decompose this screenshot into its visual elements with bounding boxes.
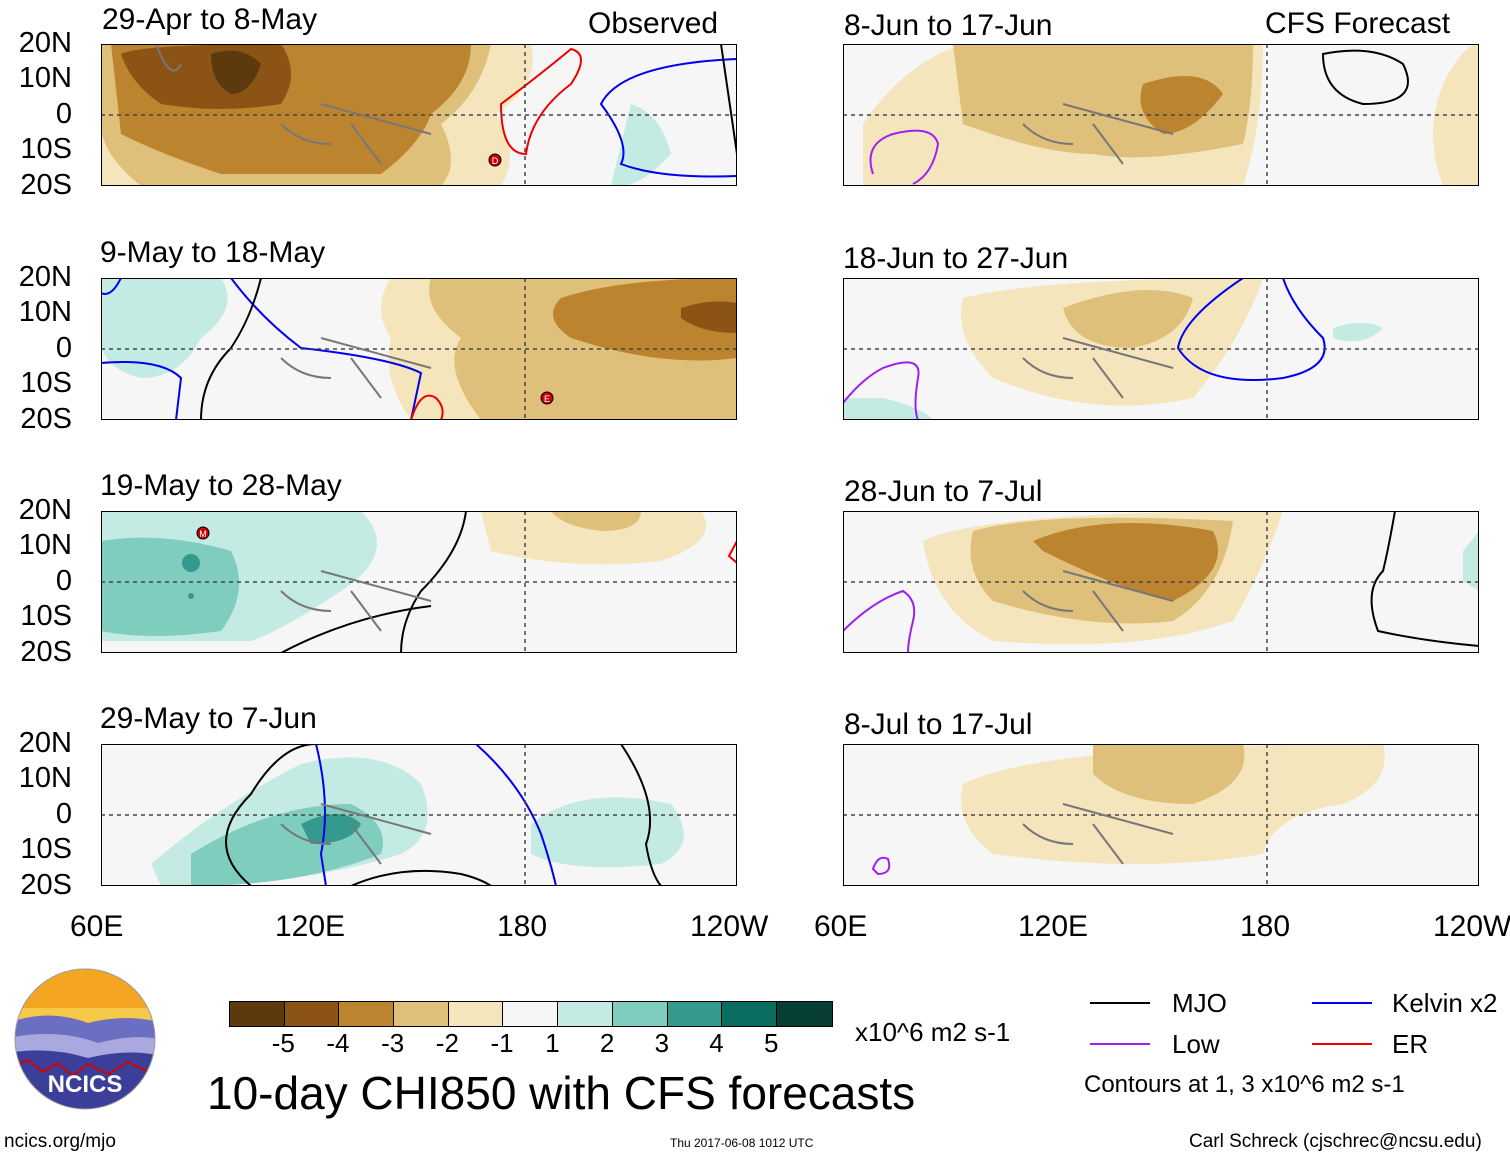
x-label-180-right: 180	[1240, 910, 1291, 943]
contours-note: Contours at 1, 3 x10^6 m2 s-1	[1084, 1071, 1405, 1098]
colorbar-swatch	[722, 1002, 777, 1026]
panel-title-fc-3: 28-Jun to 7-Jul	[844, 475, 1043, 508]
colorbar-tick-label: -5	[271, 1028, 295, 1058]
colorbar-swatch	[339, 1002, 395, 1026]
lat-label: 10N	[18, 762, 72, 794]
colorbar-swatch	[503, 1002, 559, 1026]
lat-label: 10N	[18, 62, 72, 94]
timestamp: Thu 2017-06-08 1012 UTC	[670, 1136, 814, 1150]
lat-label: 10N	[18, 529, 72, 561]
colorbar-swatch	[667, 1002, 723, 1026]
legend-label-kelvin: Kelvin x2	[1392, 988, 1498, 1018]
panel-title-obs-2: 9-May to 18-May	[100, 236, 326, 269]
lat-label: 20N	[18, 261, 72, 293]
panel-title-fc-4: 8-Jul to 17-Jul	[844, 708, 1033, 741]
colorbar-swatch	[776, 1002, 832, 1026]
lat-label: 10S	[20, 133, 72, 165]
panel-title-obs-4: 29-May to 7-Jun	[100, 702, 317, 735]
colorbar-tick-label: 2	[599, 1028, 615, 1058]
x-label-180-left: 180	[497, 910, 548, 943]
x-label-60e-right: 60E	[814, 910, 868, 943]
legend-line-er	[1312, 1043, 1372, 1045]
colorbar-swatch	[394, 1002, 449, 1026]
colorbar-tick-label: -1	[490, 1028, 514, 1058]
colorbar-units: x10^6 m2 s-1	[855, 1017, 1011, 1047]
colorbar	[229, 1001, 833, 1027]
lat-label: 20S	[20, 169, 72, 201]
lat-label: 0	[55, 332, 72, 364]
legend-label-mjo: MJO	[1172, 988, 1227, 1018]
colorbar-swatch	[284, 1002, 340, 1026]
svg-text:D: D	[492, 156, 499, 166]
lat-label: 0	[55, 798, 72, 830]
colorbar-tick-label: -4	[326, 1028, 350, 1058]
observed-label: Observed	[588, 7, 719, 40]
lat-label: 0	[55, 565, 72, 597]
map-panel-fc-2	[843, 278, 1479, 420]
map-obs-1: D	[101, 44, 737, 186]
site-url: ncics.org/mjo	[4, 1131, 116, 1152]
lat-label: 20N	[18, 727, 72, 759]
svg-text:E: E	[544, 394, 550, 404]
panel-title-fc-1: 8-Jun to 17-Jun	[844, 9, 1053, 42]
map-panel-obs-3: M	[101, 511, 737, 653]
lat-label: 20N	[18, 494, 72, 526]
legend-line-kelvin	[1312, 1002, 1372, 1004]
map-panel-obs-1: D	[101, 44, 737, 186]
colorbar-tick-label: 5	[764, 1028, 779, 1058]
author-credit: Carl Schreck (cjschrec@ncsu.edu)	[1189, 1131, 1482, 1152]
map-panel-fc-4	[843, 744, 1479, 886]
svg-text:NCICS: NCICS	[48, 1071, 123, 1098]
main-title: 10-day CHI850 with CFS forecasts	[207, 1067, 916, 1119]
map-panel-fc-3	[843, 511, 1479, 653]
panel-title-fc-2: 18-Jun to 27-Jun	[843, 242, 1069, 275]
lat-label: 10S	[20, 833, 72, 865]
colorbar-tick-label: -2	[435, 1028, 459, 1058]
legend-label-er: ER	[1392, 1029, 1429, 1059]
colorbar-swatch	[558, 1002, 613, 1026]
lat-label: 20S	[20, 636, 72, 668]
colorbar-tick-label: -3	[381, 1028, 405, 1058]
lat-label: 20N	[18, 27, 72, 59]
colorbar-tick-label: 3	[654, 1028, 670, 1058]
storm-marker: E	[540, 391, 554, 405]
legend-label-low: Low	[1172, 1029, 1220, 1059]
colorbar-swatch	[612, 1002, 668, 1026]
x-label-60e-left: 60E	[70, 910, 124, 943]
map-panel-fc-1	[843, 44, 1479, 186]
cfs-forecast-label: CFS Forecast	[1265, 7, 1451, 40]
legend-line-mjo	[1090, 1002, 1150, 1004]
colorbar-tick-label: 4	[709, 1028, 724, 1058]
lat-label: 0	[55, 98, 72, 130]
colorbar-swatch	[230, 1002, 285, 1026]
panel-title-obs-3: 19-May to 28-May	[100, 469, 342, 502]
x-label-120e-left: 120E	[275, 910, 346, 943]
colorbar-tick-label: 1	[545, 1028, 560, 1058]
lat-label: 10S	[20, 600, 72, 632]
panel-title-obs-1: 29-Apr to 8-May	[102, 3, 318, 36]
colorbar-swatch	[448, 1002, 504, 1026]
lat-label: 20S	[20, 403, 72, 435]
x-label-120e-right: 120E	[1018, 910, 1089, 943]
storm-marker: D	[488, 153, 502, 167]
lat-label: 10S	[20, 367, 72, 399]
lat-label: 20S	[20, 869, 72, 901]
map-panel-obs-4	[101, 744, 737, 886]
lat-label: 10N	[18, 296, 72, 328]
map-panel-obs-2: E	[101, 278, 737, 420]
storm-marker: M	[196, 526, 210, 540]
legend-line-low	[1090, 1043, 1150, 1045]
x-label-120w-left: 120W	[690, 910, 769, 943]
ncics-logo: NCICS	[14, 968, 156, 1110]
x-label-120w-right: 120W	[1433, 912, 1510, 942]
svg-text:M: M	[199, 529, 207, 539]
